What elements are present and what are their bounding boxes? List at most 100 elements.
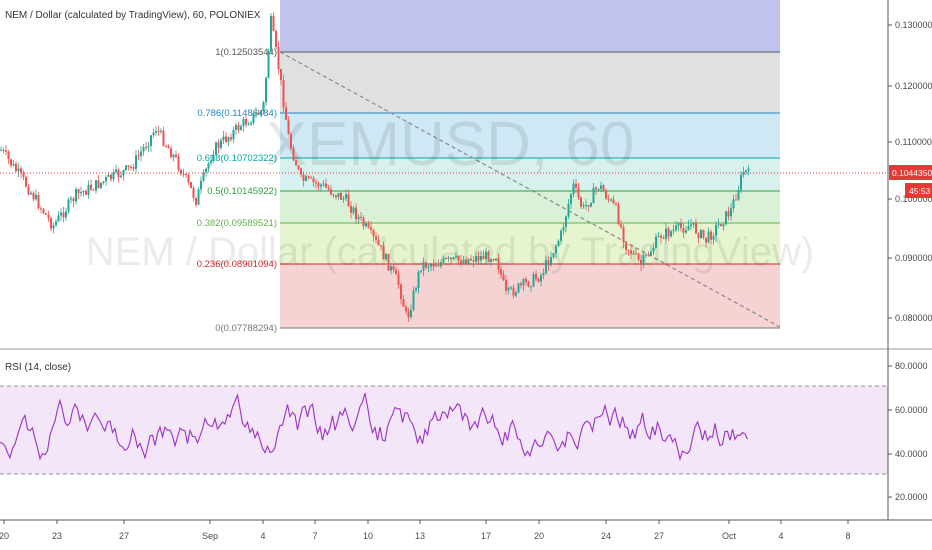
candle-body [262, 102, 265, 111]
candle-body [615, 203, 617, 205]
candle-body [90, 184, 92, 190]
candle-body [255, 112, 257, 114]
candle-body [212, 154, 215, 161]
candle-body [275, 31, 277, 48]
candle-body [660, 235, 662, 238]
chart-title: NEM / Dollar (calculated by TradingView)… [5, 10, 261, 21]
candle-body [547, 260, 550, 266]
candle-body [295, 160, 297, 166]
candle-body [652, 247, 655, 252]
candle-body [445, 257, 447, 259]
candle-body [440, 262, 442, 267]
candle-body [220, 140, 222, 148]
candle-body [217, 142, 220, 148]
candle-body [702, 229, 705, 238]
candle-body [432, 264, 435, 267]
candle-body [742, 172, 745, 175]
candle-body [47, 214, 50, 219]
time-tick-label: Oct [722, 531, 737, 541]
candle-body [162, 130, 165, 146]
candle-body [677, 223, 680, 226]
candle-body [565, 216, 567, 228]
candle-body [472, 260, 475, 262]
candle-body [185, 174, 187, 176]
candle-body [167, 146, 170, 149]
candle-body [260, 110, 262, 115]
candle-body [697, 233, 700, 239]
candle-body [520, 283, 522, 286]
candle-body [297, 165, 300, 169]
candle-body [635, 253, 637, 255]
candle-body [625, 242, 627, 250]
candle-body [595, 187, 597, 190]
candle-body [265, 77, 267, 103]
candle-body [527, 281, 530, 287]
candle-body [182, 173, 185, 175]
candle-body [550, 257, 552, 266]
candle-body [600, 185, 602, 189]
candle-body [522, 279, 525, 286]
candle-body [22, 172, 25, 178]
candle-body [132, 167, 135, 169]
candle-body [300, 168, 302, 175]
candle-body [140, 151, 142, 156]
candle-body [117, 169, 120, 178]
candle-body [505, 280, 507, 291]
candle-body [710, 231, 712, 240]
candle-body [542, 273, 545, 276]
candle-body [532, 274, 535, 287]
candle-body [640, 259, 642, 266]
candle-body [17, 168, 20, 172]
candle-body [412, 290, 415, 310]
candle-body [665, 228, 667, 239]
candle-body [637, 253, 640, 260]
candle-body [610, 199, 612, 201]
rsi-axis[interactable]: 80.0000 60.0000 40.0000 20.0000 [888, 361, 928, 502]
candle-body [357, 216, 360, 220]
candle-body [365, 223, 367, 227]
candle-body [612, 199, 615, 204]
candle-body [30, 192, 32, 195]
candle-body [480, 255, 482, 261]
candle-body [202, 172, 205, 181]
rsi-title: RSI (14, close) [5, 362, 71, 373]
candle-body [377, 239, 380, 246]
time-tick-label: 7 [312, 531, 317, 541]
candle-body [690, 224, 692, 226]
candle-body [77, 189, 80, 194]
candle-body [302, 174, 305, 182]
candle-body [100, 182, 102, 188]
candle-body [80, 192, 82, 194]
candle-body [345, 194, 347, 199]
candle-body [372, 229, 375, 237]
candle-body [667, 228, 670, 237]
candle-body [647, 254, 650, 256]
rsi-tick-label: 60.0000 [895, 405, 928, 415]
candle-body [87, 184, 90, 195]
candle-body [250, 122, 252, 125]
candle-body [510, 287, 512, 289]
candle-body [42, 208, 45, 214]
candle-body [75, 189, 77, 202]
fib-level-label: 0.5(0.10145922) [207, 186, 277, 197]
candlestick-series [0, 12, 750, 322]
candle-body [692, 222, 695, 225]
time-axis[interactable]: 20 23 27 Sep 4 7 10 13 17 20 24 27 Oct 4 8 [0, 520, 851, 541]
time-badge-bg [905, 183, 932, 198]
price-axis[interactable]: 0.13000000 0.12000000 0.11000000 0.10000000… [888, 20, 932, 323]
candle-body [617, 204, 620, 225]
candle-body [747, 168, 750, 171]
candle-body [352, 207, 355, 213]
candle-body [317, 183, 320, 187]
fib-retracement[interactable]: 1(0.12503544) 0.786(0.11486484) 0.618(0.10… [197, 0, 780, 334]
price-tick-label: 0.13000000 [895, 20, 932, 30]
price-tick-label: 0.09000000 [895, 253, 932, 263]
candle-body [312, 177, 315, 183]
candle-body [717, 224, 720, 226]
candle-body [537, 278, 540, 282]
candle-body [567, 203, 570, 217]
candle-body [705, 237, 707, 243]
fib-level-label: 0.618(0.10702322) [197, 153, 277, 164]
candle-body [592, 187, 595, 204]
